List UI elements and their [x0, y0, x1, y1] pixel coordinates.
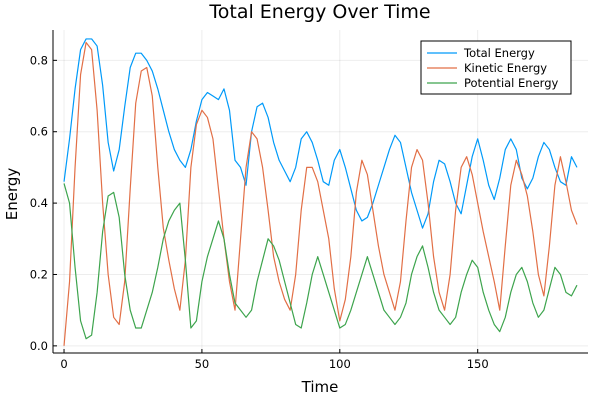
axes-layer — [52, 30, 588, 354]
x-tick-label: 100 — [329, 357, 351, 371]
y-axis-label: Energy — [3, 168, 21, 221]
x-tick-label: 50 — [195, 357, 210, 371]
y-tick-label: 0.4 — [30, 196, 48, 210]
x-axis-label: Time — [301, 378, 339, 396]
y-tick-label: 0.2 — [30, 267, 48, 281]
x-tick-label: 150 — [467, 357, 489, 371]
chart-title: Total Energy Over Time — [208, 1, 430, 23]
legend-label: Kinetic Energy — [464, 61, 547, 75]
series-layer — [63, 38, 578, 346]
legend-label: Total Energy — [463, 46, 535, 60]
legend-label: Potential Energy — [464, 76, 558, 90]
series-line-potential-energy — [63, 183, 578, 340]
y-tick-label: 0.6 — [30, 125, 48, 139]
y-tick-label: 0.8 — [30, 53, 48, 67]
x-tick-label: 0 — [60, 357, 67, 371]
ticks-layer: 0 50 100 150 0.0 0.2 0.4 0.6 0.8 — [30, 53, 489, 371]
y-tick-label: 0.0 — [30, 339, 48, 353]
series-line-total-energy — [63, 38, 578, 229]
series-line-kinetic-energy — [63, 41, 578, 346]
